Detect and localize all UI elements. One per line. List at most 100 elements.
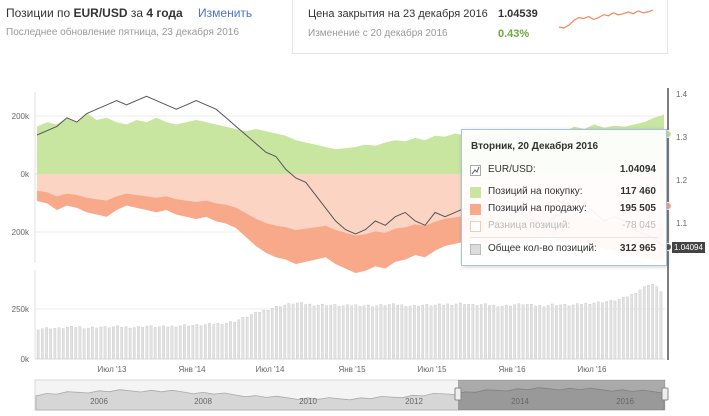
navigator-year: 2010	[299, 397, 317, 406]
volume-bar	[266, 310, 270, 360]
x-tick-label: Июл '14	[256, 365, 285, 374]
volume-bar	[53, 328, 57, 360]
volume-bar	[74, 327, 78, 360]
volume-bar	[525, 304, 529, 360]
volume-bar	[500, 306, 504, 360]
tooltip-sell-value: 195 505	[619, 203, 656, 214]
volume-bar	[241, 317, 245, 360]
tooltip-row-buy: Позиций на покупку: 117 460	[470, 186, 660, 200]
volume-bar	[475, 305, 479, 360]
volume-bar	[421, 304, 425, 360]
volume-bar	[95, 327, 98, 360]
tooltip-row-sell: Позиций на продажу: 195 505	[470, 203, 660, 217]
volume-bar	[408, 305, 412, 360]
volume-bar	[116, 325, 119, 360]
volume-bar	[387, 304, 391, 360]
volume-tick-zero: 0k	[21, 355, 30, 364]
volume-bar	[371, 306, 374, 360]
volume-bar	[308, 303, 312, 360]
volume-bar	[413, 305, 416, 360]
volume-bar	[617, 299, 621, 360]
volume-bar	[132, 327, 136, 360]
x-tick-label: Июл '15	[418, 365, 447, 374]
navigator-year: 2014	[511, 397, 529, 406]
volume-bar	[275, 306, 278, 360]
volume-bar	[78, 326, 82, 360]
volume-bar	[203, 324, 207, 360]
volume-bar	[233, 321, 236, 360]
volume-bar	[254, 311, 257, 360]
navigator-handle-right[interactable]	[661, 387, 669, 401]
volume-bar	[341, 305, 345, 360]
volume-bar	[626, 296, 629, 360]
volume-bar	[111, 326, 115, 360]
volume-bar	[592, 302, 596, 360]
volume-bar	[187, 325, 190, 360]
volume-bar	[216, 323, 220, 360]
volume-bar	[358, 306, 362, 360]
volume-bar	[571, 304, 575, 360]
volume-bar	[141, 327, 144, 360]
volume-bar	[559, 304, 562, 360]
tooltip-row-diff: Разница позиций: -78 045	[470, 220, 660, 234]
volume-bar	[375, 305, 379, 360]
volume-bar	[199, 325, 203, 360]
price-tick: 1.3	[676, 133, 688, 142]
change-percent: 0.43%	[498, 28, 530, 40]
navigator-handle-left[interactable]	[454, 387, 462, 401]
volume-bar	[191, 325, 195, 360]
navigator-selected-range[interactable]	[458, 380, 665, 410]
volume-bar	[563, 304, 567, 360]
volume-bar	[107, 327, 111, 360]
volume-bar	[454, 303, 458, 360]
volume-bar	[655, 286, 659, 360]
volume-bar	[249, 314, 253, 360]
volume-bar	[300, 302, 303, 360]
volume-bar	[337, 306, 341, 360]
volume-bar	[237, 319, 241, 360]
volume-bar	[517, 303, 521, 360]
volume-bar	[224, 322, 228, 360]
volume-bar	[634, 293, 638, 360]
tooltip-title: Вторник, 20 Декабря 2016	[471, 141, 599, 152]
volume-bar	[91, 326, 94, 360]
volume-bar	[601, 302, 604, 360]
volume-bar	[329, 304, 333, 360]
volume-bar	[149, 325, 153, 360]
volume-bar	[429, 305, 433, 360]
x-tick-label: Янв '14	[178, 365, 206, 374]
volume-bar	[333, 304, 337, 360]
volume-bar	[534, 305, 537, 360]
chart-title: Позиции по EUR/USD за 4 года Изменить	[6, 6, 253, 20]
volume-bar	[86, 327, 90, 360]
volume-bar	[546, 305, 550, 360]
volume-bar	[362, 305, 366, 360]
volume-bar	[651, 284, 654, 360]
tooltip-diff-value: -78 045	[622, 220, 656, 231]
price-tick: 1.2	[676, 176, 688, 185]
volume-bar	[258, 312, 261, 360]
volume-bar	[262, 309, 266, 360]
x-tick-label: Янв '15	[338, 365, 366, 374]
volume-bar	[166, 326, 170, 360]
volume-bar	[630, 294, 634, 360]
volume-bar	[442, 304, 445, 360]
volume-bar	[596, 301, 600, 360]
tooltip-total-value: 312 965	[619, 243, 656, 254]
volume-bar	[296, 302, 299, 360]
volume-bar	[530, 304, 533, 360]
navigator-year: 2016	[616, 397, 634, 406]
volume-bar	[128, 327, 132, 360]
close-price-sparkline	[558, 9, 654, 29]
tooltip-price-value: 1.04094	[619, 164, 656, 175]
volume-bar	[82, 328, 86, 360]
volume-bar	[580, 304, 583, 360]
last-update-text: Последнее обновление пятница, 23 декабря…	[6, 27, 239, 38]
volume-bar	[404, 306, 408, 360]
volume-bar	[325, 305, 328, 360]
change-period-link[interactable]: Изменить	[198, 6, 253, 20]
volume-bar	[605, 301, 608, 360]
volume-bar	[417, 306, 420, 360]
volume-bar	[124, 326, 128, 360]
volume-bar	[521, 304, 525, 360]
